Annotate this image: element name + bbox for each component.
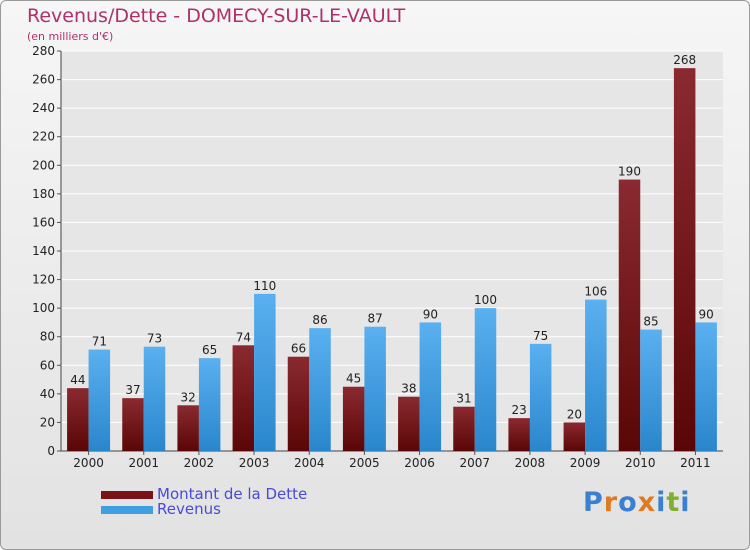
bar-dette	[287, 356, 310, 451]
logo-letter: x	[637, 487, 657, 518]
legend-label-dette: Montant de la Dette	[157, 485, 308, 503]
data-label-dette: 31	[456, 392, 471, 406]
logo-letter: t	[666, 487, 681, 518]
logo-letter: P	[583, 487, 604, 518]
bar-revenus	[254, 293, 276, 451]
x-tick-label: 2009	[570, 456, 601, 470]
x-tick-label: 2003	[239, 456, 270, 470]
y-tick-label: 120	[32, 273, 55, 287]
logo-letter: i	[656, 487, 667, 518]
y-tick-label: 80	[40, 330, 55, 344]
data-label-revenus: 71	[92, 335, 107, 349]
bar-revenus	[640, 329, 662, 451]
x-tick-label: 2011	[680, 456, 711, 470]
bar-dette	[342, 386, 365, 451]
bar-dette	[508, 418, 530, 451]
x-tick-label: 2000	[73, 456, 104, 470]
y-tick-label: 60	[40, 358, 55, 372]
bar-dette	[398, 396, 420, 451]
data-label-dette: 44	[70, 373, 85, 387]
x-tick-label: 2001	[128, 456, 159, 470]
data-label-revenus: 85	[643, 315, 658, 329]
data-label-dette: 23	[512, 403, 527, 417]
x-tick-label: 2004	[294, 456, 325, 470]
x-tick-label: 2010	[625, 456, 656, 470]
y-tick-label: 220	[32, 130, 55, 144]
data-label-revenus: 106	[584, 285, 607, 299]
y-tick-label: 260	[32, 73, 55, 87]
bar-dette	[177, 405, 199, 451]
data-label-dette: 66	[291, 342, 306, 356]
bar-revenus	[695, 322, 717, 451]
data-label-revenus: 110	[253, 279, 276, 293]
logo-letter: r	[603, 487, 619, 518]
bar-revenus	[529, 343, 552, 451]
bar-revenus	[143, 346, 166, 451]
bar-revenus	[198, 358, 221, 451]
y-tick-label: 0	[47, 444, 55, 458]
bar-revenus	[364, 326, 386, 451]
data-label-revenus: 65	[202, 343, 217, 357]
data-label-revenus: 86	[312, 313, 327, 327]
x-tick-label: 2007	[459, 456, 490, 470]
data-label-revenus: 73	[147, 332, 162, 346]
bar-dette	[563, 422, 586, 451]
data-label-revenus: 75	[533, 329, 548, 343]
data-label-dette: 37	[125, 383, 140, 397]
data-label-dette: 38	[401, 382, 416, 396]
logo-letter: o	[618, 487, 638, 518]
y-tick-label: 240	[32, 101, 55, 115]
data-label-dette: 74	[236, 330, 251, 344]
y-tick-label: 140	[32, 244, 55, 258]
y-tick-label: 200	[32, 158, 55, 172]
legend-swatch-revenus	[101, 506, 153, 514]
bar-revenus	[88, 349, 111, 451]
data-label-revenus: 100	[474, 293, 497, 307]
y-tick-label: 100	[32, 301, 55, 315]
y-tick-label: 280	[32, 44, 55, 58]
bar-dette	[122, 398, 144, 451]
data-label-revenus: 87	[368, 312, 383, 326]
x-tick-label: 2002	[184, 456, 215, 470]
x-tick-label: 2005	[349, 456, 380, 470]
data-label-dette: 268	[673, 53, 696, 67]
bar-dette	[673, 68, 696, 452]
data-label-revenus: 90	[699, 307, 714, 321]
bar-revenus	[419, 322, 442, 451]
bar-dette	[232, 345, 255, 451]
data-label-revenus: 90	[423, 307, 438, 321]
proxiti-logo: Proxiti	[583, 487, 691, 518]
y-tick-label: 40	[40, 387, 55, 401]
bar-dette	[618, 179, 641, 452]
x-tick-label: 2006	[404, 456, 435, 470]
x-tick-label: 2008	[515, 456, 546, 470]
logo-letter: i	[680, 487, 691, 518]
y-tick-label: 160	[32, 215, 55, 229]
data-label-dette: 20	[567, 407, 582, 421]
legend-label-revenus: Revenus	[157, 500, 221, 518]
y-tick-label: 20	[40, 415, 55, 429]
bar-revenus	[585, 299, 607, 451]
chart-subtitle: (en milliers d'€)	[27, 30, 114, 43]
data-label-dette: 190	[618, 165, 641, 179]
data-label-dette: 32	[181, 390, 196, 404]
y-tick-label: 180	[32, 187, 55, 201]
bar-revenus	[474, 308, 497, 451]
bar-revenus	[309, 328, 331, 451]
legend-swatch-dette	[101, 491, 153, 499]
data-label-dette: 45	[346, 372, 361, 386]
bar-dette	[67, 388, 89, 451]
bar-dette	[453, 406, 475, 451]
chart-title: Revenus/Dette - DOMECY-SUR-LE-VAULT	[27, 5, 406, 27]
